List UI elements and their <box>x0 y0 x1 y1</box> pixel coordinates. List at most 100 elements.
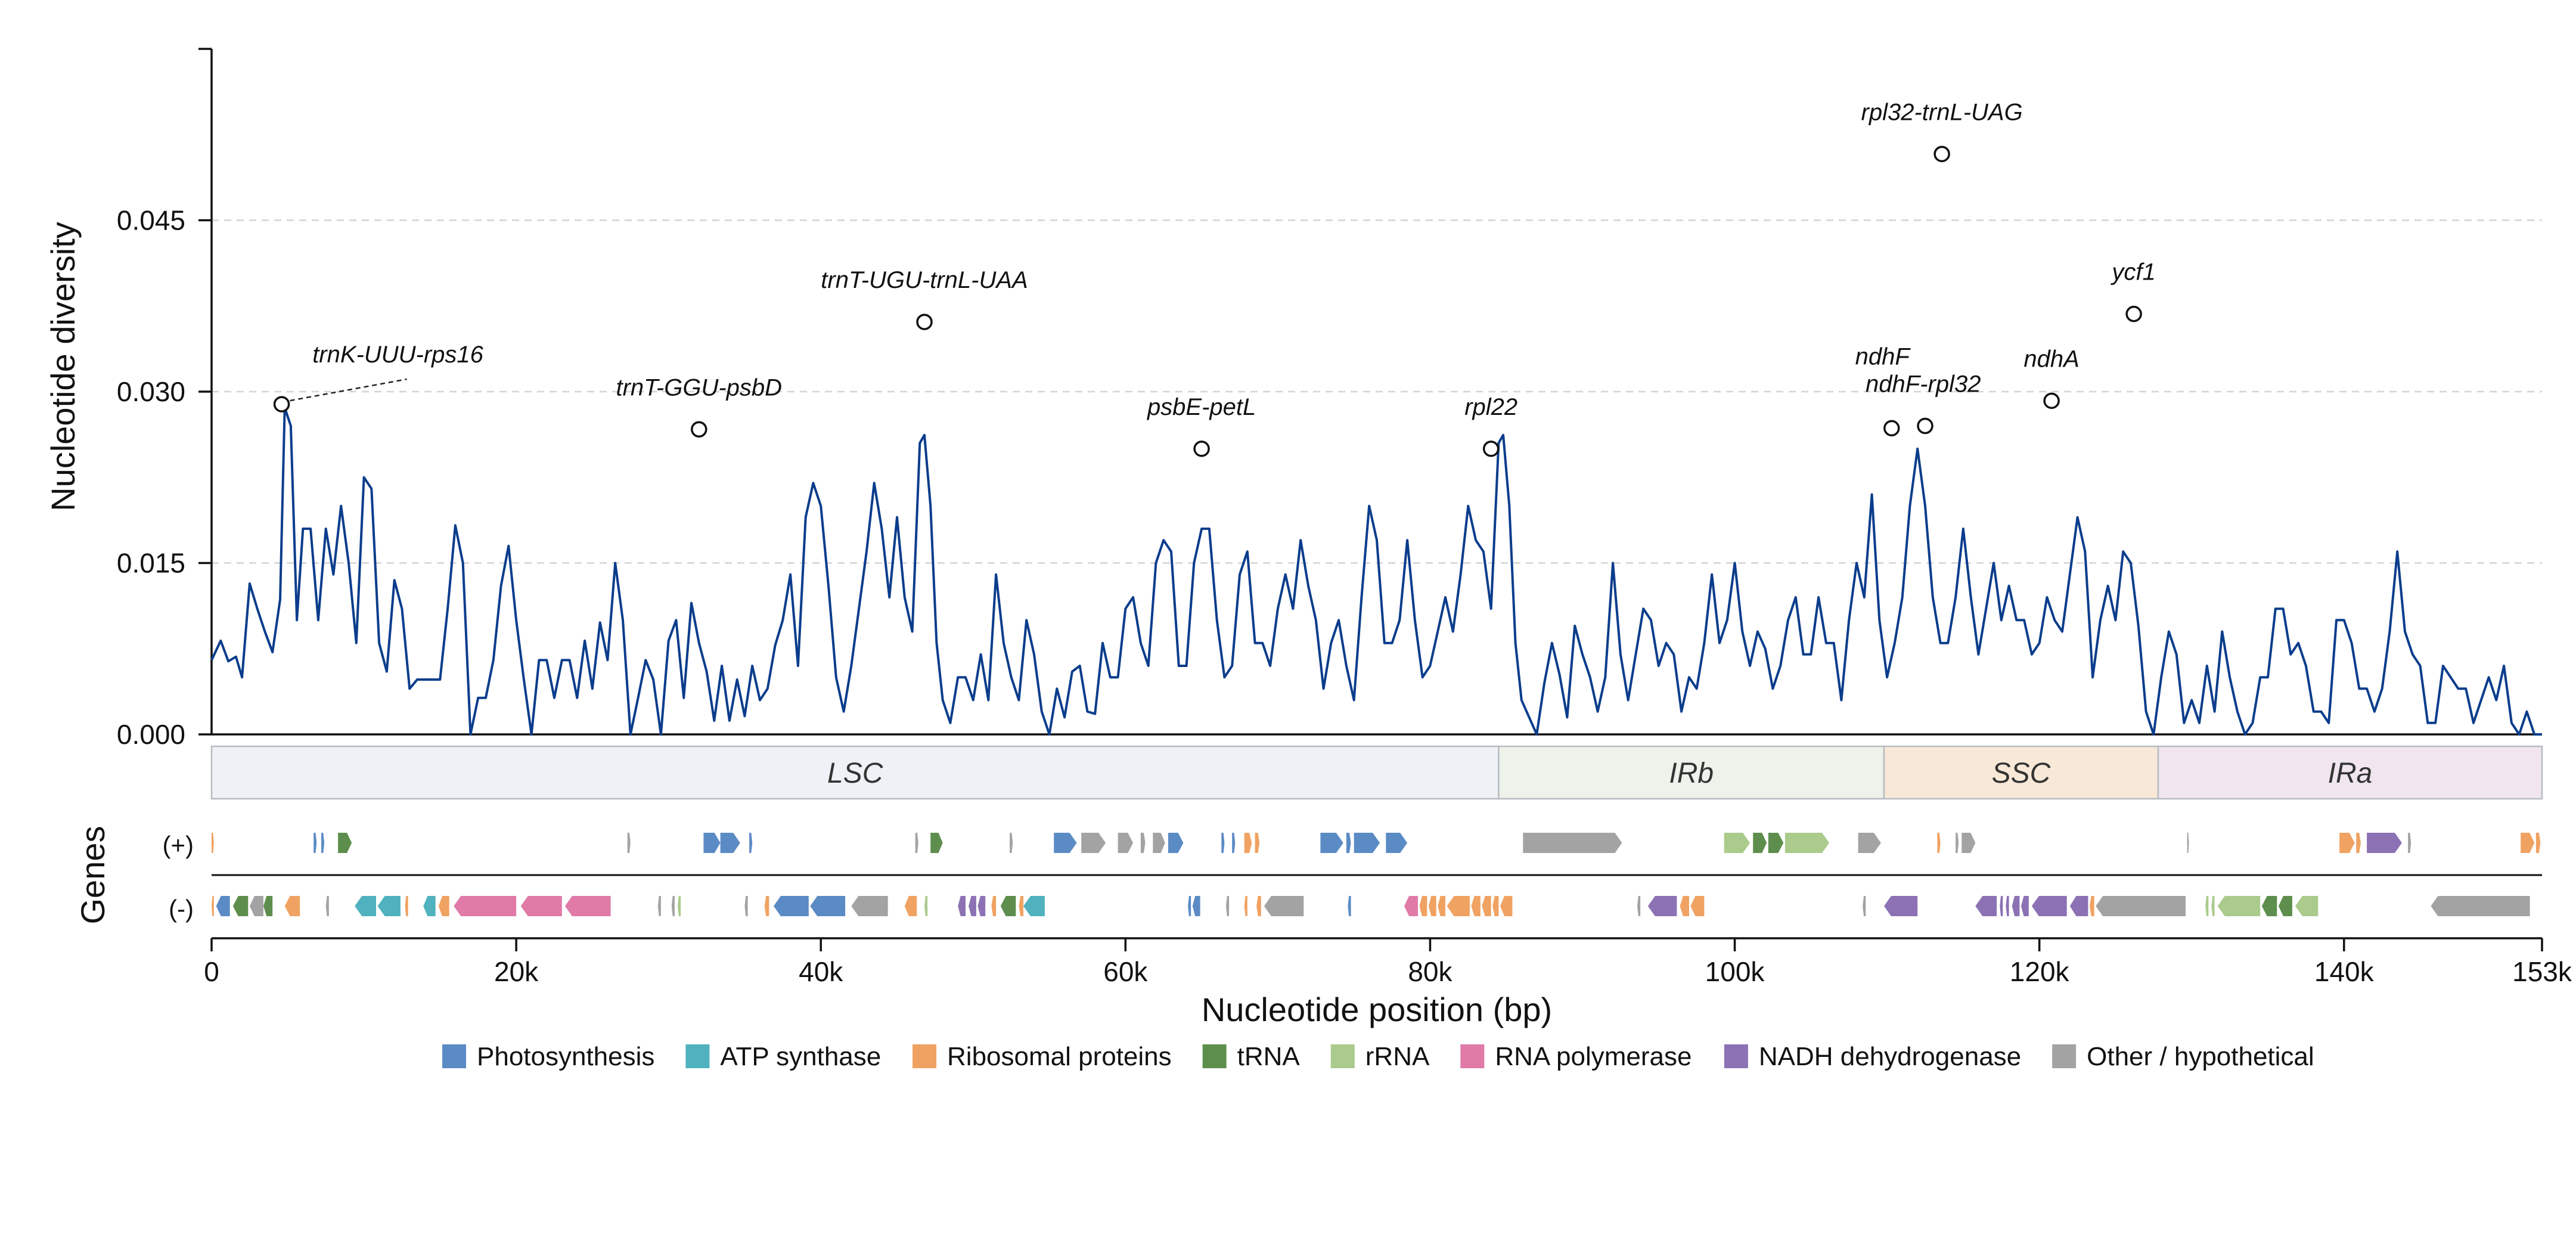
gene-block <box>1019 896 1024 916</box>
gene-block <box>1255 833 1260 853</box>
y-tick-label: 0.030 <box>117 376 185 407</box>
gene-block <box>2205 896 2209 916</box>
y-tick-label: 0.000 <box>117 719 185 750</box>
gene-block <box>1244 896 1247 916</box>
gene-block <box>284 896 300 916</box>
peak-marker <box>273 396 290 413</box>
gene-block <box>969 896 976 916</box>
x-axis-label: Nucleotide position (bp) <box>1202 991 1552 1028</box>
gene-block <box>2021 896 2029 916</box>
gene-block <box>1724 833 1751 853</box>
gene-block <box>1244 833 1252 853</box>
region-label: SSC <box>1992 758 2051 789</box>
y-tick-label: 0.045 <box>117 205 185 236</box>
gene-block <box>405 896 408 916</box>
gene-block <box>1523 833 1622 853</box>
gene-block <box>263 896 273 916</box>
gene-block <box>774 896 809 916</box>
gene-block <box>314 833 317 853</box>
legend-swatch <box>685 1044 710 1068</box>
gene-block <box>1404 896 1418 916</box>
peak-marker <box>1883 420 1900 437</box>
peak-marker <box>1933 145 1950 163</box>
gene-block <box>1637 896 1641 916</box>
peak-label: ndhF <box>1855 343 1911 370</box>
axes: 0.000 0.015 0.030 0.045 <box>117 48 2542 750</box>
peak-marker <box>916 314 933 330</box>
legend-swatch <box>1202 1044 1227 1068</box>
gene-block <box>1221 833 1225 853</box>
gene-block <box>1168 833 1184 853</box>
gene-block <box>1492 896 1499 916</box>
gene-block <box>2069 896 2088 916</box>
gene-block <box>749 833 753 853</box>
gene-block <box>1962 833 1976 853</box>
gene-block <box>249 896 263 916</box>
legend-label: ATP synthase <box>720 1042 881 1071</box>
gene-block <box>977 896 986 916</box>
gene-block <box>1447 896 1470 916</box>
gene-block <box>2000 896 2003 916</box>
gene-block <box>2096 896 2186 916</box>
gene-block <box>924 896 928 916</box>
legend-label: Photosynthesis <box>477 1042 654 1071</box>
gene-block <box>1438 896 1445 916</box>
strand-minus-label: (-) <box>169 895 194 923</box>
gene-block <box>1386 833 1408 853</box>
diversity-line <box>210 406 2542 736</box>
gene-block <box>1192 896 1200 916</box>
gene-block <box>2295 896 2319 916</box>
region-label: LSC <box>827 758 883 789</box>
gene-block <box>2521 833 2535 853</box>
gene-block <box>1784 833 1829 853</box>
peak-marker <box>1917 417 1933 435</box>
gene-block <box>1348 896 1351 916</box>
legend-label: NADH dehydrogenase <box>1759 1042 2021 1071</box>
gene-block <box>325 896 329 916</box>
gene-block <box>2356 833 2361 853</box>
gene-block <box>1226 896 1230 916</box>
gene-block <box>1140 833 1146 853</box>
peak-marker <box>1193 441 1210 457</box>
legend-label: Other / hypothetical <box>2087 1042 2314 1071</box>
gene-block <box>1188 896 1191 916</box>
gene-block <box>2367 833 2402 853</box>
gene-block <box>627 833 631 853</box>
gene-block <box>1768 833 1784 853</box>
gene-block <box>764 896 769 916</box>
gene-block <box>212 896 214 916</box>
gene-block <box>1264 896 1304 916</box>
peak-leader-line <box>290 378 407 402</box>
gene-block <box>1471 896 1481 916</box>
gene-block <box>1000 896 1016 916</box>
gene-block <box>2261 896 2277 916</box>
legend-label: RNA polymerase <box>1495 1042 1692 1071</box>
gene-block <box>520 896 562 916</box>
gene-block <box>1054 833 1077 853</box>
peak-marker <box>691 421 707 438</box>
region-label: IRa <box>2328 758 2373 789</box>
gene-block <box>915 833 918 853</box>
x-tick-label: 60k <box>1103 956 1148 987</box>
gene-block <box>2006 896 2009 916</box>
legend-label: Ribosomal proteins <box>947 1042 1172 1071</box>
gene-block <box>1118 833 1134 853</box>
region-block <box>1883 745 2159 800</box>
gene-block <box>212 833 214 853</box>
legend-swatch <box>913 1044 937 1068</box>
gridlines <box>212 219 2542 564</box>
gene-block <box>678 896 681 916</box>
gene-block <box>321 833 325 853</box>
gene-block <box>1153 833 1165 853</box>
genome-regions: LSC IRb SSC IRa <box>210 745 2543 800</box>
gene-block <box>904 896 917 916</box>
gene-block <box>744 896 748 916</box>
gene-block <box>377 896 401 916</box>
gene-block <box>438 896 449 916</box>
gene-block <box>1753 833 1767 853</box>
gene-block <box>1690 896 1705 916</box>
gene-block <box>2187 833 2189 853</box>
gene-block <box>2217 896 2261 916</box>
peak-label: rpl32-trnL-UAG <box>1861 99 2023 125</box>
